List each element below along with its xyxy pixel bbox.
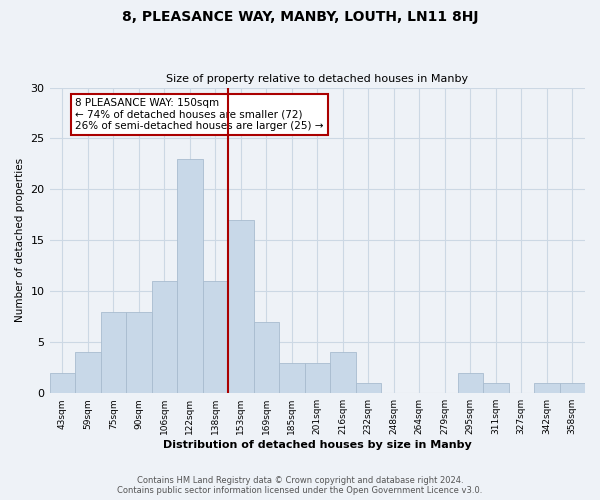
- X-axis label: Distribution of detached houses by size in Manby: Distribution of detached houses by size …: [163, 440, 472, 450]
- Bar: [356, 383, 381, 393]
- Text: Contains HM Land Registry data © Crown copyright and database right 2024.
Contai: Contains HM Land Registry data © Crown c…: [118, 476, 482, 495]
- Bar: [483, 383, 509, 393]
- Bar: [101, 312, 126, 393]
- Bar: [152, 281, 177, 393]
- Bar: [279, 362, 305, 393]
- Bar: [560, 383, 585, 393]
- Title: Size of property relative to detached houses in Manby: Size of property relative to detached ho…: [166, 74, 469, 84]
- Bar: [534, 383, 560, 393]
- Bar: [330, 352, 356, 393]
- Bar: [126, 312, 152, 393]
- Y-axis label: Number of detached properties: Number of detached properties: [15, 158, 25, 322]
- Text: 8 PLEASANCE WAY: 150sqm
← 74% of detached houses are smaller (72)
26% of semi-de: 8 PLEASANCE WAY: 150sqm ← 74% of detache…: [75, 98, 323, 131]
- Bar: [177, 159, 203, 393]
- Bar: [458, 373, 483, 393]
- Bar: [75, 352, 101, 393]
- Bar: [228, 220, 254, 393]
- Bar: [254, 322, 279, 393]
- Bar: [50, 373, 75, 393]
- Text: 8, PLEASANCE WAY, MANBY, LOUTH, LN11 8HJ: 8, PLEASANCE WAY, MANBY, LOUTH, LN11 8HJ: [122, 10, 478, 24]
- Bar: [203, 281, 228, 393]
- Bar: [305, 362, 330, 393]
